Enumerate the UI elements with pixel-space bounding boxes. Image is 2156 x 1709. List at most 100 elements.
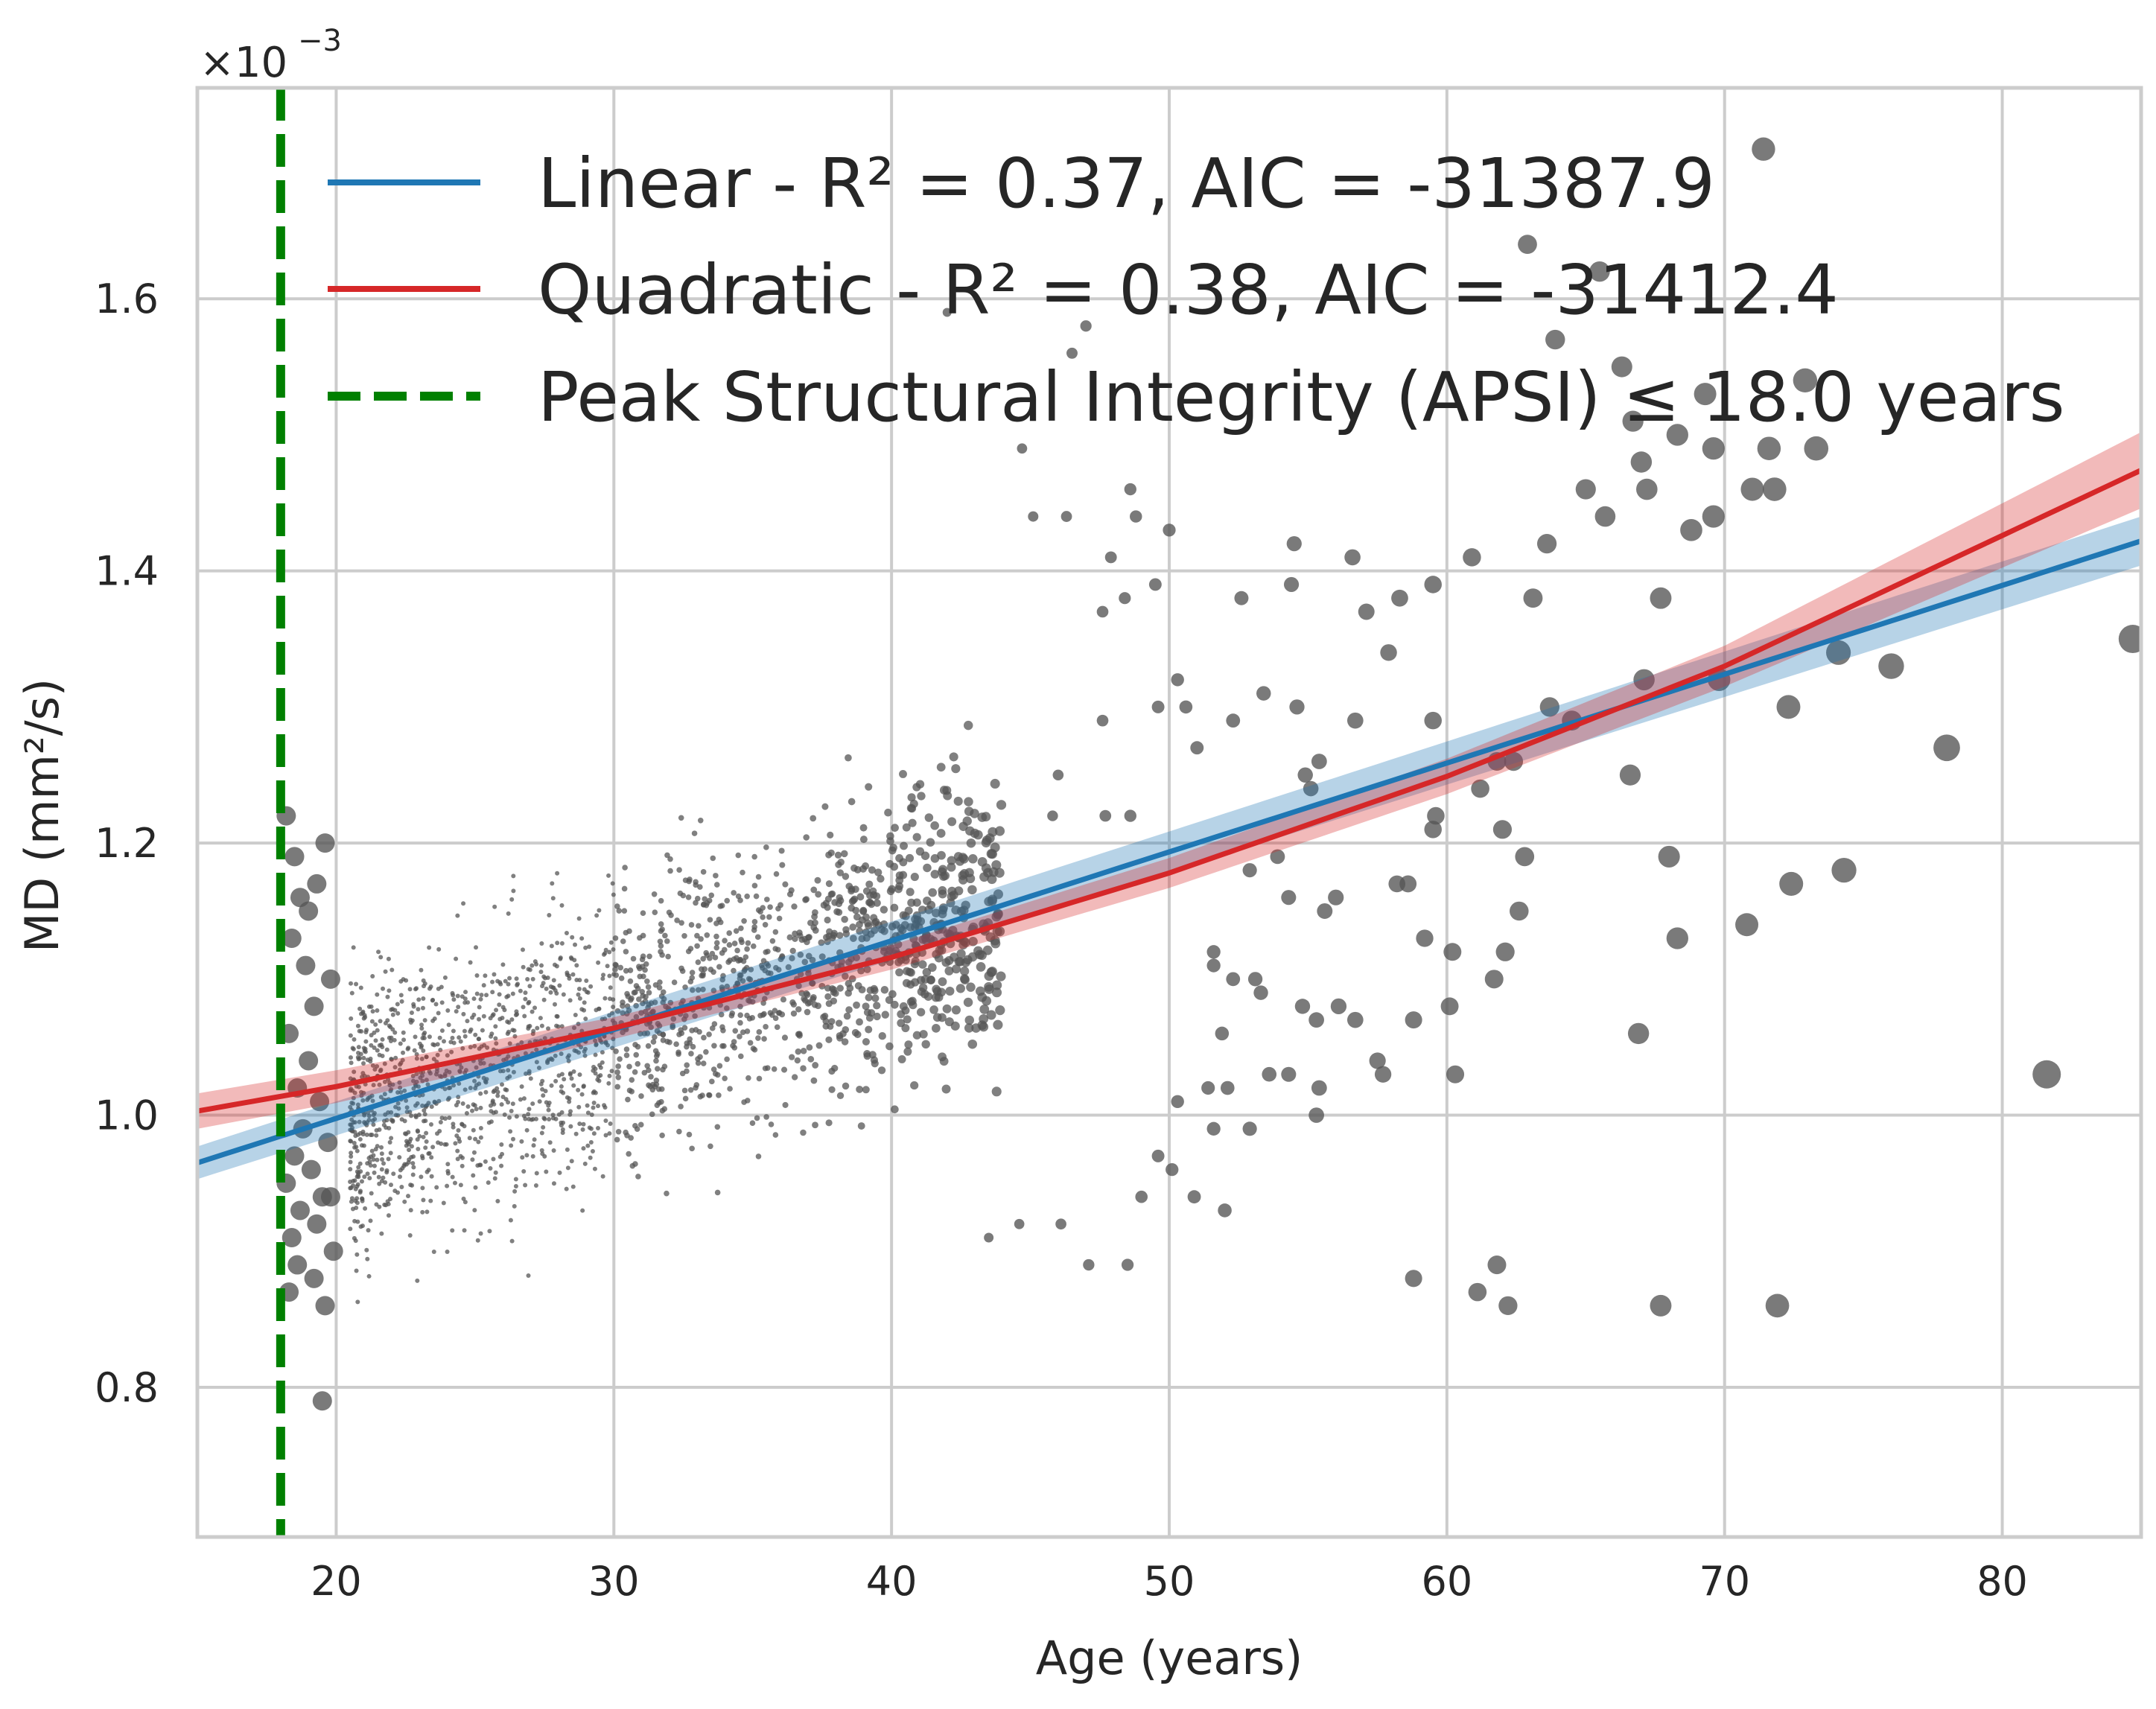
scatter-point: [687, 978, 694, 984]
scatter-point: [694, 943, 700, 949]
scatter-point: [555, 871, 560, 876]
scatter-point: [803, 834, 810, 841]
scatter-point: [763, 1114, 769, 1120]
scatter-point: [719, 1043, 725, 1049]
scatter-point: [810, 1077, 818, 1084]
scatter-point: [390, 1082, 395, 1087]
scatter-point: [410, 1161, 416, 1166]
scatter-point: [700, 970, 706, 977]
scatter-point: [633, 1013, 640, 1020]
scatter-point: [445, 1008, 451, 1013]
scatter-point: [507, 976, 512, 981]
scatter-point: [1636, 478, 1658, 500]
scatter-point: [370, 1098, 375, 1104]
scatter-point: [690, 1043, 696, 1050]
scatter-point: [1206, 1121, 1221, 1136]
scatter-point: [856, 893, 865, 901]
scatter-point: [731, 890, 737, 896]
scatter-point: [457, 1139, 462, 1144]
scatter-point: [559, 1024, 565, 1029]
scatter-point: [1594, 506, 1616, 527]
scatter-point: [588, 1140, 594, 1145]
scatter-point: [424, 1078, 429, 1083]
scatter-point: [1206, 945, 1221, 959]
scatter-point: [546, 1103, 551, 1108]
scatter-point: [664, 938, 670, 944]
scatter-point: [416, 1113, 422, 1118]
scatter-point: [365, 1097, 370, 1102]
scatter-point: [865, 993, 873, 1002]
scatter-point: [519, 1084, 524, 1089]
scatter-point: [579, 1092, 585, 1097]
scatter-point: [1270, 849, 1285, 865]
scatter-point: [649, 1009, 655, 1016]
scatter-point: [1515, 847, 1535, 867]
x-tick-label: 40: [866, 1558, 918, 1605]
scatter-point: [410, 1183, 415, 1188]
scatter-point: [842, 930, 850, 938]
scatter-point: [796, 1032, 803, 1039]
scatter-point: [1047, 810, 1058, 821]
scatter-point: [926, 935, 935, 943]
scatter-point: [682, 984, 688, 990]
scatter-point: [550, 1116, 556, 1121]
scatter-point: [360, 1061, 366, 1066]
scatter-point: [781, 1034, 789, 1041]
scatter-point: [360, 1198, 365, 1203]
scatter-point: [398, 1085, 403, 1090]
scatter-point: [398, 993, 404, 998]
scatter-point: [687, 1036, 693, 1043]
scatter-point: [751, 924, 757, 930]
scatter-point: [967, 885, 977, 895]
scatter-point: [533, 1183, 538, 1188]
scatter-point: [744, 1098, 751, 1104]
scatter-point: [906, 968, 915, 977]
scatter-point: [862, 1086, 870, 1094]
scatter-point: [509, 1238, 515, 1244]
scatter-point: [700, 1060, 707, 1066]
scatter-point: [290, 1200, 310, 1221]
scatter-point: [797, 932, 804, 939]
scatter-point: [461, 1011, 466, 1016]
scatter-point: [472, 1043, 477, 1048]
y-tick-labels: 0.81.01.21.41.6: [95, 276, 159, 1411]
scatter-point: [451, 1040, 457, 1046]
scatter-point: [531, 1143, 536, 1148]
scatter-point: [621, 908, 628, 914]
scatter-point: [494, 1008, 499, 1013]
scatter-point: [1694, 383, 1717, 406]
scatter-point: [992, 980, 1002, 990]
scatter-point: [454, 1009, 459, 1014]
scatter-point: [451, 997, 457, 1002]
scatter-point: [588, 1126, 594, 1131]
scatter-point: [871, 926, 879, 935]
scatter-point: [928, 963, 937, 973]
scatter-point: [363, 1039, 369, 1044]
scatter-point: [1215, 1026, 1230, 1041]
scatter-point: [450, 1035, 455, 1040]
scatter-point: [786, 891, 794, 898]
scatter-point: [981, 863, 991, 873]
scatter-point: [349, 1139, 354, 1144]
scatter-point: [803, 990, 810, 997]
scatter-point: [363, 1121, 368, 1126]
scatter-point: [862, 1037, 870, 1046]
scatter-point: [408, 1136, 413, 1142]
scatter-point: [775, 906, 781, 912]
scatter-point: [450, 1174, 455, 1180]
scatter-point: [431, 1057, 436, 1062]
scatter-point: [1187, 1190, 1201, 1204]
scatter-point: [691, 830, 698, 836]
scatter-point: [811, 908, 818, 916]
scatter-point: [379, 1151, 384, 1156]
scatter-point: [532, 1005, 538, 1011]
scatter-point: [284, 1146, 305, 1166]
scatter-point: [711, 1043, 717, 1049]
scatter-point: [301, 1159, 321, 1180]
scatter-point: [764, 897, 770, 903]
scatter-point: [926, 900, 936, 910]
scatter-point: [524, 1153, 530, 1158]
scatter-point: [412, 1048, 417, 1053]
scatter-point: [744, 1028, 751, 1034]
scatter-point: [702, 896, 708, 903]
